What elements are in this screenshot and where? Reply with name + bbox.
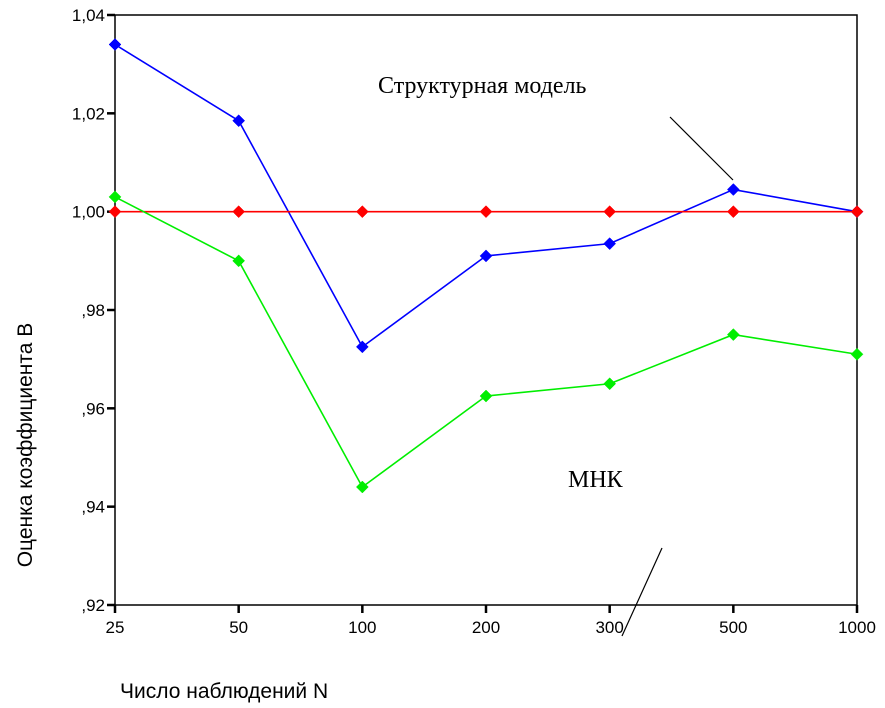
x-axis: 25 50 100 200 300 500 1000 [106, 605, 876, 637]
y-axis: ,92 ,94 ,96 ,98 1,00 1,02 1,04 [72, 6, 115, 615]
x-tick-label: 200 [472, 618, 500, 637]
data-point [726, 183, 740, 196]
y-tick-label: 1,02 [72, 104, 105, 123]
data-point [108, 38, 122, 51]
x-tick-label: 100 [348, 618, 376, 637]
annotation-leader-ols [621, 547, 663, 637]
data-point [726, 205, 740, 219]
data-point [479, 389, 493, 403]
data-point [232, 205, 246, 219]
y-tick-label: ,96 [81, 399, 105, 418]
data-point [355, 480, 369, 494]
y-tick-label: ,94 [81, 498, 105, 517]
annotation-ols: МНК [568, 467, 624, 493]
data-point [603, 205, 617, 219]
x-tick-label: 500 [719, 618, 747, 637]
data-point [232, 114, 246, 128]
annotation-structural-model: Структурная модель [378, 73, 587, 99]
series-layer [108, 38, 864, 494]
x-tick-label: 25 [106, 618, 125, 637]
x-tick-label: 50 [229, 618, 248, 637]
data-point [108, 205, 122, 219]
data-point [479, 205, 493, 219]
data-point [726, 328, 740, 341]
x-tick-label: 300 [595, 618, 623, 637]
y-tick-label: ,98 [81, 301, 105, 320]
annotation-leader-structural [669, 116, 734, 181]
data-point [232, 254, 246, 268]
y-tick-label: 1,04 [72, 6, 105, 25]
y-tick-label: 1,00 [72, 203, 105, 222]
data-point [850, 205, 864, 219]
data-point [355, 205, 369, 219]
y-axis-title: Оценка коэффициента В [14, 323, 37, 568]
x-axis-title: Число наблюдений N [120, 680, 328, 703]
x-tick-label: 1000 [838, 618, 876, 637]
data-point [603, 237, 617, 250]
data-point [355, 340, 369, 354]
plot-area [114, 14, 858, 606]
y-tick-label: ,92 [81, 596, 105, 615]
data-point [603, 377, 617, 391]
data-point [850, 347, 864, 361]
data-point [108, 190, 122, 204]
data-point [479, 249, 493, 263]
